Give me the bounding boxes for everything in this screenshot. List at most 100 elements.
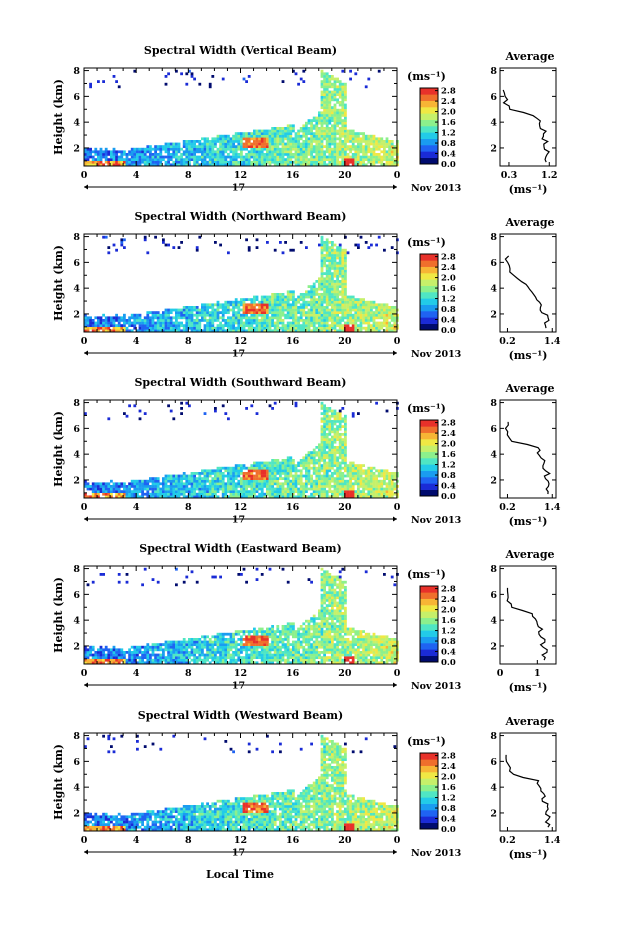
heatmap-cell — [94, 656, 98, 659]
heatmap-cell — [263, 132, 267, 135]
heatmap-cell — [375, 140, 378, 143]
heatmap-cell — [146, 147, 150, 151]
heatmap-cell — [284, 479, 287, 483]
heatmap-cell — [143, 158, 147, 161]
heatmap-cell — [315, 461, 319, 465]
heatmap-cell — [141, 656, 144, 659]
heatmap-cell — [195, 150, 199, 154]
heatmap-cell — [312, 461, 316, 465]
heatmap-cell — [307, 153, 311, 156]
heatmap-cell — [325, 246, 329, 249]
heatmap-cell — [263, 303, 267, 307]
heatmap-cell — [136, 653, 139, 657]
heatmap-cell — [367, 300, 371, 304]
heatmap-cell — [325, 414, 329, 418]
heatmap-cell — [268, 311, 272, 314]
heatmap-cell — [286, 124, 290, 128]
heatmap-cell — [349, 147, 352, 151]
heatmap-cell — [344, 103, 347, 107]
heatmap-cell — [260, 303, 264, 307]
heatmap-cell — [331, 241, 334, 244]
heatmap-cell — [284, 326, 287, 330]
heatmap-cell — [211, 490, 215, 493]
heatmap-cell — [284, 300, 287, 304]
heatmap-cell — [214, 477, 217, 480]
heatmap-cell — [357, 134, 360, 138]
heatmap-cell — [305, 495, 308, 499]
heatmap-cell — [325, 134, 329, 138]
heatmap-cell — [383, 158, 386, 161]
heatmap-cell — [177, 155, 181, 159]
heatmap-cell — [154, 482, 157, 486]
heatmap-cell — [271, 495, 274, 499]
heatmap-cell — [354, 300, 358, 304]
heatmap-cell — [185, 485, 189, 488]
heatmap-cell — [253, 298, 256, 301]
heatmap-cell — [110, 485, 113, 488]
heatmap-cell — [320, 404, 324, 408]
heatmap-cell — [333, 129, 337, 133]
heatmap-cell — [302, 293, 306, 296]
heatmap-cell — [359, 235, 363, 239]
heatmap-cell — [315, 119, 319, 122]
heatmap-cell — [349, 129, 352, 133]
heatmap-cell — [162, 311, 165, 314]
heatmap-cell — [195, 487, 199, 491]
heatmap-cell — [388, 306, 391, 309]
heatmap-cell — [255, 308, 259, 312]
heatmap-cell — [219, 145, 222, 148]
heatmap-cell — [266, 298, 269, 301]
heatmap-cell — [177, 321, 181, 325]
heatmap-cell — [305, 300, 308, 304]
heatmap-cell — [325, 313, 329, 317]
heatmap-cell — [315, 459, 319, 462]
heatmap-cell — [245, 482, 248, 486]
heatmap-cell — [240, 329, 243, 333]
heatmap-cell — [294, 311, 298, 314]
heatmap-cell — [263, 295, 267, 299]
heatmap-cell — [110, 158, 113, 161]
heatmap-cell — [123, 238, 126, 242]
heatmap-cell — [271, 311, 274, 314]
heatmap-cell — [325, 248, 329, 252]
heatmap-cell — [331, 485, 334, 488]
heatmap-cell — [372, 303, 376, 307]
heatmap-cell — [292, 324, 295, 327]
heatmap-cell — [97, 158, 100, 161]
heatmap-cell — [86, 153, 90, 156]
heatmap-cell — [258, 487, 261, 491]
heatmap-cell — [331, 319, 334, 322]
heatmap-cell — [229, 479, 233, 483]
heatmap-cell — [320, 272, 324, 275]
heatmap-cell — [188, 492, 191, 496]
heatmap-cell — [315, 311, 319, 314]
heatmap-cell — [268, 300, 272, 304]
heatmap-cell — [198, 490, 202, 493]
heatmap-cell — [341, 254, 345, 257]
heatmap-cell — [310, 155, 313, 159]
heatmap-cell — [266, 300, 269, 304]
heatmap-cell — [351, 129, 355, 133]
heatmap-cell — [341, 269, 345, 273]
heatmap-cell — [328, 456, 332, 460]
heatmap-cell — [260, 477, 264, 480]
heatmap-cell — [325, 303, 329, 307]
heatmap-cell — [115, 329, 118, 333]
heatmap-cell — [367, 137, 371, 141]
heatmap-cell — [344, 93, 347, 96]
heatmap-cell — [305, 306, 308, 309]
heatmap-cell — [190, 153, 194, 156]
heatmap-cell — [362, 492, 365, 496]
heatmap-cell — [94, 492, 98, 496]
heatmap-cell — [216, 313, 220, 317]
heatmap-cell — [279, 155, 282, 159]
heatmap-cell — [149, 653, 152, 657]
heatmap-cell — [224, 155, 228, 159]
heatmap-cell — [190, 308, 194, 312]
heatmap-cell — [214, 142, 217, 146]
heatmap-cell — [367, 321, 371, 325]
heatmap-cell — [164, 145, 168, 148]
heatmap-cell — [338, 485, 342, 488]
heatmap-cell — [221, 311, 225, 314]
heatmap-cell — [255, 474, 259, 478]
